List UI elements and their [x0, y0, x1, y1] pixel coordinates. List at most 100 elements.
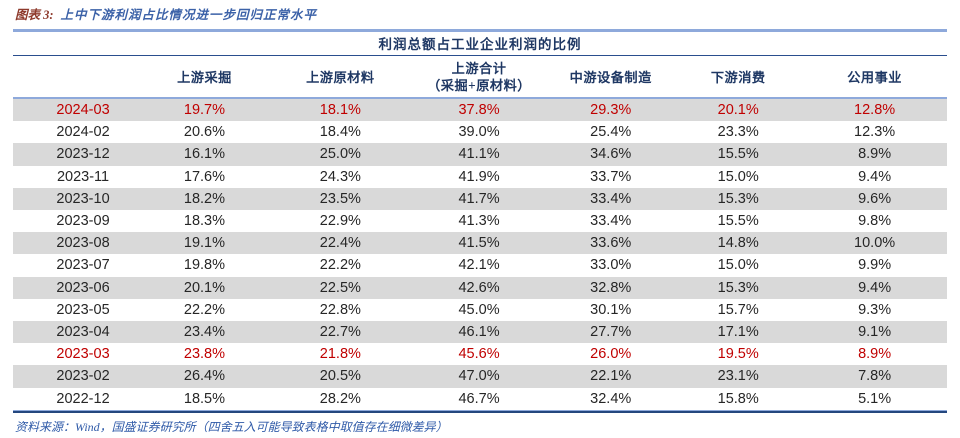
value-cell: 26.0% — [590, 346, 632, 363]
table-row: 2023-11 17.6% 24.3% 41.9% 33.7% 15.0% 9.4% — [13, 166, 947, 188]
value-cell: 9.6% — [858, 190, 892, 207]
table-row: 2023-05 22.2% 22.8% 45.0% 30.1% 15.7% 9.3% — [13, 299, 947, 321]
value-cell: 19.7% — [139, 96, 270, 122]
value-cell: 30.1% — [590, 301, 632, 318]
table-body: 2024-03 19.7% 18.1% 37.8% 29.3% 20.1% 12.8% 202… — [13, 96, 947, 410]
value-cell: 32.8% — [590, 279, 632, 296]
table-row: 2023-04 23.4% 22.7% 46.1% 27.7% 17.1% 9.1% — [13, 321, 947, 344]
profit-share-table: 上游采掘 上游原材料 上游合计 （采掘+原材料） 中游设备制造 下游消费 公用事业 2024… — [13, 56, 947, 410]
column-header-line: 上游采掘 — [177, 69, 232, 85]
value-cell: 9.3% — [858, 301, 892, 318]
value-cell: 15.7% — [717, 301, 759, 318]
value-cell: 15.0% — [717, 168, 759, 185]
value-cell: 22.2% — [183, 301, 226, 318]
column-header-line: 上游原材料 — [306, 69, 375, 85]
value-cell: 41.5% — [458, 235, 500, 252]
value-cell: 23.3% — [717, 124, 759, 141]
bottom-rule — [13, 409, 947, 413]
value-cell: 23.4% — [183, 324, 226, 341]
value-cell: 33.7% — [590, 168, 632, 185]
value-cell: 46.7% — [458, 390, 500, 407]
date-cell: 2023-09 — [56, 213, 110, 230]
value-cell: 22.9% — [319, 213, 361, 230]
value-cell: 22.8% — [319, 301, 361, 318]
date-cell: 2024-02 — [56, 124, 110, 141]
value-cell: 8.9% — [858, 346, 892, 363]
value-cell: 41.1% — [458, 146, 500, 163]
value-cell: 20.6% — [183, 124, 226, 141]
column-header-line: 上游合计 — [451, 61, 507, 76]
value-cell: 12.8% — [802, 96, 947, 122]
value-cell: 20.1% — [183, 279, 226, 296]
value-cell: 45.0% — [458, 301, 500, 318]
value-cell: 15.5% — [717, 146, 759, 163]
date-cell: 2023-02 — [56, 368, 110, 385]
date-cell: 2023-04 — [56, 324, 110, 341]
value-cell: 22.4% — [319, 235, 361, 252]
table-row: 2023-07 19.8% 22.2% 42.1% 33.0% 15.0% 9.9% — [13, 254, 947, 276]
value-cell: 41.3% — [458, 213, 500, 230]
value-cell: 41.9% — [458, 168, 500, 185]
figure-title: 上中下游利润占比情况进一步回归正常水平 — [60, 8, 318, 22]
table-row: 2023-03 23.8% 21.8% 45.6% 26.0% 19.5% 8.9% — [13, 343, 947, 365]
value-cell: 21.8% — [319, 346, 361, 363]
date-cell: 2023-07 — [56, 257, 110, 274]
table-row: 2023-10 18.2% 23.5% 41.7% 33.4% 15.3% 9.6% — [13, 187, 947, 211]
value-cell: 18.5% — [183, 390, 226, 407]
value-cell: 25.4% — [590, 124, 632, 141]
value-cell: 8.9% — [858, 146, 892, 163]
value-cell: 33.0% — [590, 257, 632, 274]
value-cell: 33.6% — [590, 235, 632, 252]
value-cell: 9.9% — [858, 257, 892, 274]
date-cell: 2023-12 — [56, 146, 110, 163]
value-cell: 12.3% — [854, 124, 896, 141]
figure-label: 图表 3: — [15, 8, 54, 22]
value-cell: 33.4% — [590, 190, 632, 207]
value-cell: 15.8% — [717, 390, 759, 407]
column-header-line: 下游消费 — [710, 69, 766, 85]
value-cell: 23.1% — [717, 368, 759, 385]
table-row: 2023-12 16.1% 25.0% 41.1% 34.6% 15.5% 8.9% — [13, 143, 947, 166]
table-row: 2023-06 20.1% 22.5% 42.6% 32.8% 15.3% 9.4% — [13, 276, 947, 299]
value-cell: 9.8% — [858, 213, 892, 230]
value-cell: 41.7% — [458, 190, 500, 207]
value-cell: 39.0% — [458, 124, 500, 141]
date-cell: 2024-03 — [13, 96, 140, 122]
value-cell: 47.0% — [458, 368, 500, 385]
value-cell: 9.4% — [858, 279, 892, 296]
value-cell: 25.0% — [319, 146, 361, 163]
value-cell: 42.6% — [458, 279, 500, 296]
column-header-line: （采掘+原材料） — [427, 78, 531, 93]
header-row: 上游采掘 上游原材料 上游合计 （采掘+原材料） 中游设备制造 下游消费 公用事业 — [13, 56, 947, 99]
value-cell: 42.1% — [458, 257, 500, 274]
date-cell: 2023-06 — [56, 279, 110, 296]
source-note: 资料来源：Wind，国盛证券研究所（四舍五入可能导致表格中取值存在细微差异） — [15, 419, 448, 434]
figure-caption: 图表 3: 上中下游利润占比情况进一步回归正常水平 — [13, 4, 947, 29]
value-cell: 28.2% — [319, 390, 361, 407]
value-cell: 18.2% — [183, 190, 226, 207]
value-cell: 5.1% — [858, 390, 892, 407]
date-cell: 2022-12 — [56, 390, 110, 407]
value-cell: 22.5% — [319, 279, 361, 296]
table-row: 2023-02 26.4% 20.5% 47.0% 22.1% 23.1% 7.8% — [13, 365, 947, 388]
date-cell: 2023-10 — [56, 190, 110, 207]
column-header: 上游合计 （采掘+原材料） — [410, 56, 548, 99]
value-cell: 37.8% — [410, 96, 548, 122]
value-cell: 33.4% — [590, 213, 632, 230]
value-cell: 23.5% — [319, 190, 361, 207]
value-cell: 22.2% — [319, 257, 361, 274]
value-cell: 26.4% — [183, 368, 226, 385]
top-rule — [13, 29, 947, 32]
column-header-line: 中游设备制造 — [569, 69, 652, 85]
value-cell: 17.6% — [183, 168, 226, 185]
column-header: 下游消费 — [674, 56, 803, 99]
corner-cell — [13, 56, 140, 99]
value-cell: 32.4% — [590, 390, 632, 407]
value-cell: 27.7% — [590, 324, 632, 341]
value-cell: 20.5% — [319, 368, 361, 385]
value-cell: 22.1% — [590, 368, 632, 385]
table-row: 2022-12 18.5% 28.2% 46.7% 32.4% 15.8% 5.1% — [13, 388, 947, 410]
value-cell: 18.4% — [319, 124, 361, 141]
value-cell: 15.3% — [717, 190, 759, 207]
